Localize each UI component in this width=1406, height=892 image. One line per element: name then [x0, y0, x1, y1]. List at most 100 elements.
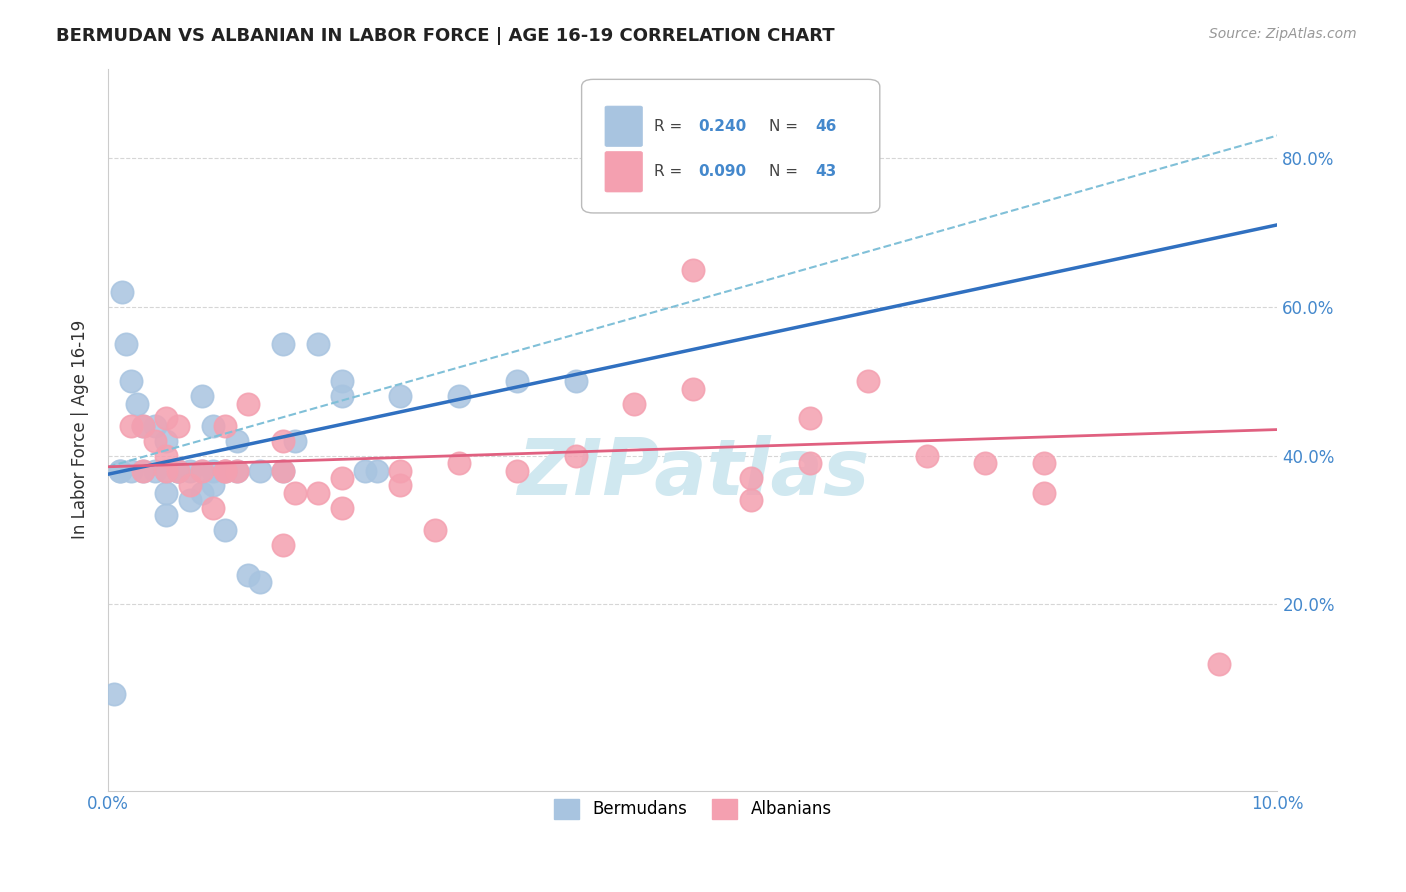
Point — [132, 418, 155, 433]
Text: N =: N = — [769, 119, 803, 134]
Text: R =: R = — [654, 164, 688, 179]
Point — [856, 374, 879, 388]
Point — [202, 418, 225, 433]
Point — [238, 396, 260, 410]
Text: R =: R = — [654, 119, 688, 134]
Point — [273, 463, 295, 477]
Point — [447, 456, 470, 470]
Point — [132, 418, 155, 433]
Point — [214, 463, 236, 477]
Point — [167, 463, 190, 477]
Point — [155, 486, 177, 500]
Legend: Bermudans, Albanians: Bermudans, Albanians — [547, 792, 838, 826]
Point — [155, 411, 177, 425]
Point — [273, 434, 295, 448]
Point — [330, 471, 353, 485]
FancyBboxPatch shape — [605, 106, 643, 146]
FancyBboxPatch shape — [605, 152, 643, 192]
Point — [354, 463, 377, 477]
Text: 46: 46 — [815, 119, 837, 134]
Point — [214, 418, 236, 433]
Text: N =: N = — [769, 164, 803, 179]
Point — [740, 471, 762, 485]
Point — [155, 508, 177, 523]
Point — [167, 418, 190, 433]
Point — [506, 463, 529, 477]
Point — [330, 500, 353, 515]
Point — [249, 463, 271, 477]
Point — [155, 463, 177, 477]
Point — [111, 285, 134, 299]
Point — [143, 463, 166, 477]
Point — [214, 463, 236, 477]
Point — [425, 523, 447, 537]
Point — [202, 463, 225, 477]
Point — [974, 456, 997, 470]
Point — [179, 463, 201, 477]
Point — [132, 463, 155, 477]
Point — [366, 463, 388, 477]
Point — [120, 374, 142, 388]
Point — [273, 463, 295, 477]
Point — [225, 463, 247, 477]
Point — [389, 478, 412, 492]
Point — [132, 463, 155, 477]
Point — [249, 575, 271, 590]
Point — [143, 434, 166, 448]
Text: BERMUDAN VS ALBANIAN IN LABOR FORCE | AGE 16-19 CORRELATION CHART: BERMUDAN VS ALBANIAN IN LABOR FORCE | AG… — [56, 27, 835, 45]
Point — [225, 463, 247, 477]
Point — [120, 463, 142, 477]
Point — [1032, 456, 1054, 470]
Point — [179, 493, 201, 508]
Point — [273, 337, 295, 351]
Text: 0.090: 0.090 — [699, 164, 747, 179]
Point — [202, 478, 225, 492]
Text: ZIPatlas: ZIPatlas — [516, 435, 869, 511]
Point — [1032, 486, 1054, 500]
FancyBboxPatch shape — [582, 79, 880, 213]
Point — [740, 493, 762, 508]
Point — [108, 463, 131, 477]
Point — [284, 486, 307, 500]
Point — [114, 337, 136, 351]
Point — [682, 382, 704, 396]
Point — [915, 449, 938, 463]
Point — [214, 463, 236, 477]
Point — [214, 523, 236, 537]
Point — [120, 418, 142, 433]
Point — [108, 463, 131, 477]
Point — [330, 389, 353, 403]
Point — [103, 687, 125, 701]
Point — [143, 418, 166, 433]
Point — [389, 389, 412, 403]
Y-axis label: In Labor Force | Age 16-19: In Labor Force | Age 16-19 — [72, 320, 89, 539]
Point — [179, 478, 201, 492]
Point — [190, 389, 212, 403]
Point — [623, 396, 645, 410]
Point — [564, 374, 586, 388]
Text: 0.240: 0.240 — [699, 119, 747, 134]
Point — [238, 567, 260, 582]
Point — [308, 337, 330, 351]
Text: Source: ZipAtlas.com: Source: ZipAtlas.com — [1209, 27, 1357, 41]
Point — [682, 262, 704, 277]
Point — [506, 374, 529, 388]
Point — [190, 463, 212, 477]
Point — [167, 463, 190, 477]
Point — [155, 434, 177, 448]
Point — [190, 463, 212, 477]
Point — [447, 389, 470, 403]
Point — [155, 463, 177, 477]
Point — [799, 411, 821, 425]
Point — [330, 374, 353, 388]
Point — [155, 449, 177, 463]
Point — [564, 449, 586, 463]
Point — [1208, 657, 1230, 671]
Text: 43: 43 — [815, 164, 837, 179]
Point — [167, 463, 190, 477]
Point — [127, 396, 149, 410]
Point — [190, 486, 212, 500]
Point — [273, 538, 295, 552]
Point — [799, 456, 821, 470]
Point — [202, 500, 225, 515]
